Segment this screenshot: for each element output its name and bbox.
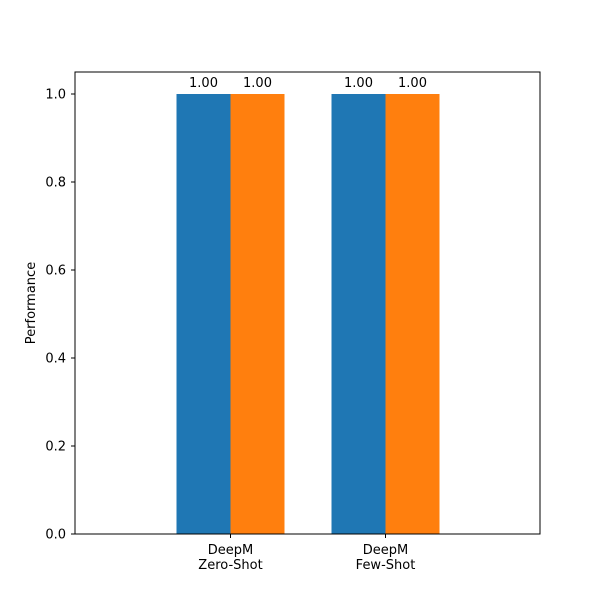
bar-series2-category2 — [385, 94, 440, 534]
data-label-series2-category2: 1.00 — [398, 76, 427, 91]
y-tick-label: 1.0 — [45, 88, 66, 103]
y-tick-label: 0.2 — [45, 440, 66, 455]
x-tick-label-line2: Zero-Shot — [198, 558, 262, 573]
data-labels-layer: 1.00 1.00 1.00 1.00 — [189, 76, 427, 91]
plot-area-frame — [74, 71, 541, 535]
x-tick-label-line1: DeepM — [208, 543, 253, 558]
y-axis-label: Performance — [24, 262, 39, 344]
data-label-series1-category1: 1.00 — [189, 76, 218, 91]
data-label-series2-category1: 1.00 — [243, 76, 272, 91]
y-tick-label: 0.8 — [45, 176, 66, 191]
y-tick-label: 0.4 — [45, 352, 66, 367]
bars-layer — [176, 94, 440, 534]
bar-series2-category1 — [230, 94, 285, 534]
data-label-series1-category2: 1.00 — [344, 76, 373, 91]
x-tick-label-line2: Few-Shot — [356, 558, 416, 573]
y-axis: 0.0 0.2 0.4 0.6 0.8 1.0 — [45, 88, 75, 543]
bar-series1-category2 — [331, 94, 386, 534]
y-tick-label: 0.0 — [45, 528, 66, 543]
y-tick-label: 0.6 — [45, 264, 66, 279]
x-tick-label-line1: DeepM — [363, 543, 408, 558]
bar-series1-category1 — [176, 94, 231, 534]
